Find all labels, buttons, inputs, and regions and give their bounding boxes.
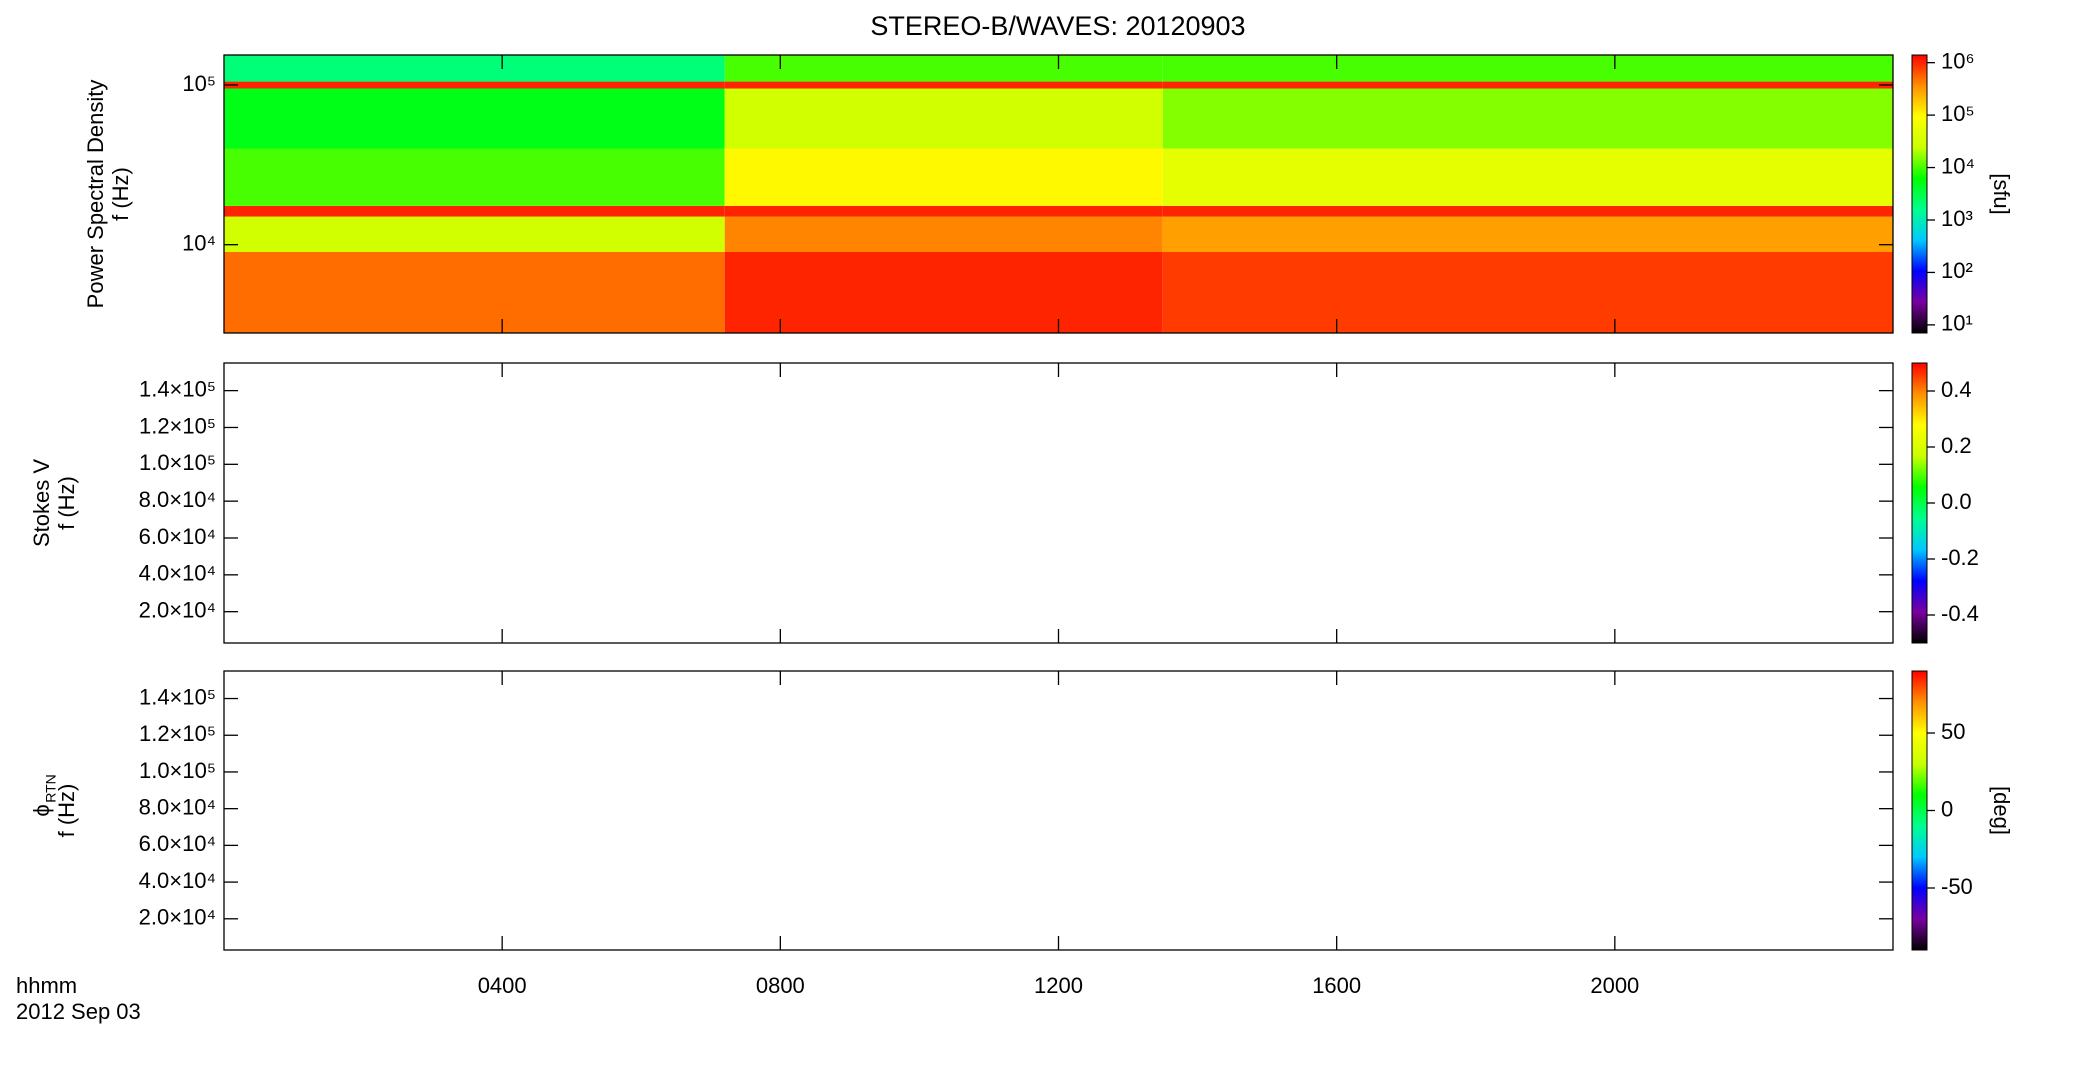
y-tick-label: 1.0×10⁵ <box>139 450 216 475</box>
colorbar-label: [sfu] <box>1989 173 2014 215</box>
colorbar-tick-label: 10² <box>1941 258 1973 283</box>
heatmap-cell <box>1162 88 1893 149</box>
y-tick-label: 8.0×10⁴ <box>139 794 216 819</box>
colorbar <box>1911 54 1928 334</box>
heatmap-cell <box>724 148 1163 206</box>
y-tick-label: 1.4×10⁵ <box>139 376 216 401</box>
heatmap-cell <box>1162 148 1893 206</box>
y-tick-label: 1.2×10⁵ <box>139 413 216 438</box>
y-axis-label: Power Spectral Density <box>83 80 108 309</box>
chart-title: STEREO-B/WAVES: 20120903 <box>870 11 1245 41</box>
heatmap-cell <box>224 88 725 149</box>
colorbar-label: [deg] <box>1989 786 2014 835</box>
colorbar-tick-label: 0.0 <box>1941 489 1972 514</box>
colorbar-tick-label: 0.4 <box>1941 377 1972 402</box>
y-axis-label: ϕ <box>29 804 54 816</box>
y-tick-label: 4.0×10⁴ <box>139 561 216 586</box>
colorbar-tick-label: 50 <box>1941 719 1965 744</box>
y-tick-label: 4.0×10⁴ <box>139 868 216 893</box>
y-tick-label: 2.0×10⁴ <box>139 597 216 622</box>
heatmap-cell <box>224 81 725 89</box>
y-tick-label: 2.0×10⁴ <box>139 905 216 930</box>
colorbar <box>1911 670 1928 951</box>
colorbar-tick-label: -50 <box>1941 874 1973 899</box>
y-tick-label: 6.0×10⁴ <box>139 831 216 856</box>
y-tick-label: 1.4×10⁵ <box>139 684 216 709</box>
heatmap-cell <box>724 251 1163 333</box>
plot-frame <box>223 362 1894 644</box>
x-tick-label: 2000 <box>1590 973 1639 998</box>
colorbar-tick-label: 10³ <box>1941 206 1973 231</box>
colorbar-tick-label: 10⁴ <box>1941 153 1975 178</box>
heatmap-cell <box>224 55 725 82</box>
heatmap-cell <box>1162 55 1893 82</box>
heatmap-cell <box>724 81 1163 89</box>
y-tick-label: 1.0×10⁵ <box>139 758 216 783</box>
plot-frame <box>223 670 1894 951</box>
x-tick-label: 1600 <box>1312 973 1361 998</box>
colorbar-tick-label: 0 <box>1941 796 1953 821</box>
colorbar <box>1911 362 1928 644</box>
heatmap-cell <box>1162 216 1893 252</box>
y-axis-label: f (Hz) <box>54 476 79 530</box>
heatmap-cell <box>224 251 725 333</box>
y-axis-label: f (Hz) <box>108 167 133 221</box>
heatmap-cell <box>1162 205 1893 217</box>
x-axis-label: hhmm <box>16 973 77 998</box>
colorbar-tick-label: 10⁶ <box>1941 48 1975 73</box>
x-tick-label: 0400 <box>478 973 527 998</box>
colorbar-tick-label: -0.4 <box>1941 601 1979 626</box>
colorbar-tick-label: -0.2 <box>1941 545 1979 570</box>
heatmap-cell <box>224 148 725 206</box>
heatmap-cell <box>224 205 725 217</box>
y-tick-label: 10⁴ <box>182 231 216 256</box>
heatmap-cell <box>724 55 1163 82</box>
y-axis-label-subscript: RTN <box>43 774 59 803</box>
heatmap-cell <box>724 216 1163 252</box>
x-tick-label: 1200 <box>1034 973 1083 998</box>
heatmap-cell <box>224 216 725 252</box>
y-axis-label: Stokes V <box>29 459 54 547</box>
date-label: 2012 Sep 03 <box>16 999 141 1024</box>
colorbar-tick-label: 10⁵ <box>1941 101 1975 126</box>
y-tick-label: 6.0×10⁴ <box>139 524 216 549</box>
y-axis-label: f (Hz) <box>54 784 79 838</box>
colorbar-tick-label: 10¹ <box>1941 311 1973 336</box>
x-tick-label: 0800 <box>756 973 805 998</box>
heatmap-cell <box>724 88 1163 149</box>
heatmap-cell <box>1162 251 1893 333</box>
heatmap-cell <box>1162 81 1893 89</box>
y-tick-label: 8.0×10⁴ <box>139 487 216 512</box>
y-tick-label: 10⁵ <box>182 71 216 96</box>
colorbar-tick-label: 0.2 <box>1941 433 1972 458</box>
y-tick-label: 1.2×10⁵ <box>139 721 216 746</box>
heatmap-cell <box>724 205 1163 217</box>
